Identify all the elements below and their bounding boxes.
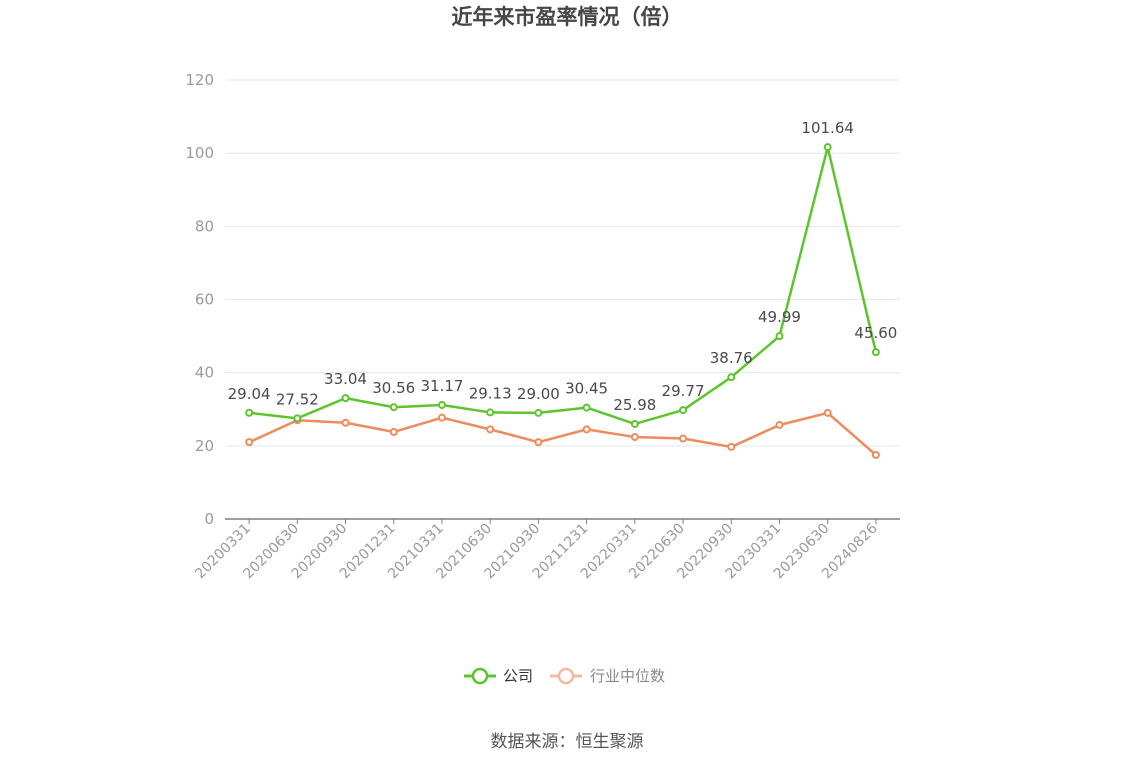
y-tick-label: 100 xyxy=(185,144,214,162)
industry-median-point[interactable] xyxy=(871,450,880,459)
data-label: 29.13 xyxy=(469,384,512,402)
industry-median-point[interactable] xyxy=(582,425,591,434)
industry-median-point[interactable] xyxy=(245,438,254,447)
legend-label: 公司 xyxy=(503,667,533,685)
industry-median-point[interactable] xyxy=(486,425,495,434)
company-point[interactable] xyxy=(245,408,254,417)
data-label: 25.98 xyxy=(613,396,656,414)
company-point[interactable] xyxy=(871,348,880,357)
industry-median-point[interactable] xyxy=(727,442,736,451)
company-point[interactable] xyxy=(775,332,784,341)
legend-swatch-marker xyxy=(557,667,575,685)
data-label: 30.56 xyxy=(372,379,415,397)
legend-item-company[interactable]: 公司 xyxy=(464,667,533,685)
y-tick-label: 20 xyxy=(195,437,214,455)
grid xyxy=(225,79,900,447)
legend-label: 行业中位数 xyxy=(590,667,665,685)
company-point[interactable] xyxy=(582,403,591,412)
data-label: 30.45 xyxy=(565,380,608,398)
data-label: 38.76 xyxy=(710,349,753,367)
series-layer xyxy=(245,143,880,459)
industry-median-point[interactable] xyxy=(341,418,350,427)
company-point[interactable] xyxy=(389,403,398,412)
y-tick-label: 120 xyxy=(185,71,214,89)
industry-median-point[interactable] xyxy=(389,427,398,436)
industry-median-point[interactable] xyxy=(679,434,688,443)
data-label: 33.04 xyxy=(324,370,367,388)
company-point[interactable] xyxy=(727,373,736,382)
data-label: 29.04 xyxy=(228,385,271,403)
legend-item-industry-median[interactable]: 行业中位数 xyxy=(550,667,665,685)
company-point[interactable] xyxy=(534,408,543,417)
series-line-company xyxy=(248,145,878,426)
company-point[interactable] xyxy=(630,419,639,428)
y-tick-label: 80 xyxy=(195,217,214,235)
company-point[interactable] xyxy=(437,400,446,409)
data-label: 29.00 xyxy=(517,385,560,403)
data-label: 27.52 xyxy=(276,390,319,408)
industry-median-point[interactable] xyxy=(534,438,543,447)
industry-median-point[interactable] xyxy=(775,420,784,429)
industry-median-point[interactable] xyxy=(630,433,639,442)
series-line-industry-median xyxy=(248,411,877,456)
data-labels: 29.04 27.52 33.04 30.56 31.17 29.13 29.00 30.45… xyxy=(228,119,898,414)
company-point[interactable] xyxy=(293,414,302,423)
data-label: 29.77 xyxy=(662,382,705,400)
axes: 0204060801001202020033120200630202009302… xyxy=(185,71,900,582)
y-tick-label: 40 xyxy=(195,364,214,382)
y-tick-label: 60 xyxy=(195,291,214,309)
y-tick-label: 0 xyxy=(204,510,214,528)
company-point[interactable] xyxy=(823,143,832,152)
source-note: 数据来源：恒生聚源 xyxy=(491,732,644,752)
data-label: 101.64 xyxy=(801,119,854,137)
chart-title: 近年来市盈率情况（倍） xyxy=(452,5,683,29)
legend[interactable]: 公司 行业中位数 xyxy=(464,667,665,685)
company-point[interactable] xyxy=(486,408,495,417)
data-label: 45.60 xyxy=(854,324,897,342)
legend-swatch-marker xyxy=(471,667,489,685)
industry-median-point[interactable] xyxy=(437,413,446,422)
company-point[interactable] xyxy=(341,394,350,403)
data-label: 31.17 xyxy=(420,377,463,395)
data-label: 49.99 xyxy=(758,308,801,326)
company-point[interactable] xyxy=(679,406,688,415)
industry-median-point[interactable] xyxy=(823,408,832,417)
